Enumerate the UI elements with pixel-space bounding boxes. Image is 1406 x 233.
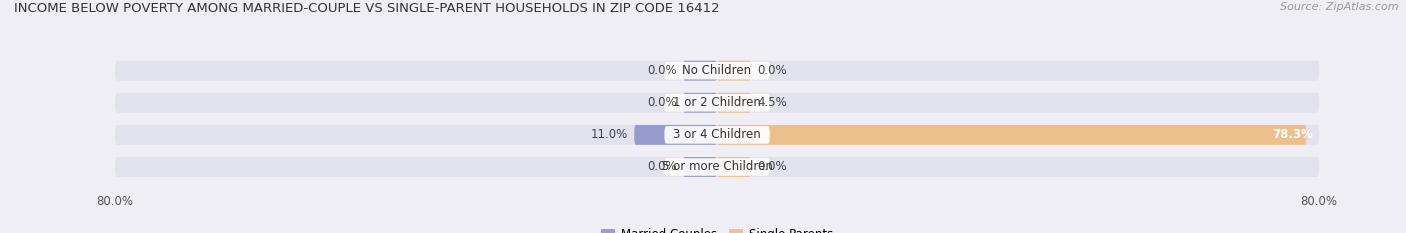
Text: 0.0%: 0.0%	[648, 161, 678, 174]
FancyBboxPatch shape	[115, 157, 1319, 177]
FancyBboxPatch shape	[683, 93, 717, 113]
Text: 1 or 2 Children: 1 or 2 Children	[673, 96, 761, 109]
FancyBboxPatch shape	[665, 126, 769, 144]
Text: 5 or more Children: 5 or more Children	[662, 161, 772, 174]
Text: 78.3%: 78.3%	[1272, 128, 1313, 141]
Text: 0.0%: 0.0%	[756, 64, 786, 77]
Legend: Married Couples, Single Parents: Married Couples, Single Parents	[596, 223, 838, 233]
Text: No Children: No Children	[682, 64, 752, 77]
Text: 4.5%: 4.5%	[756, 96, 787, 109]
FancyBboxPatch shape	[717, 93, 751, 113]
Text: 0.0%: 0.0%	[648, 64, 678, 77]
FancyBboxPatch shape	[115, 61, 1319, 81]
FancyBboxPatch shape	[634, 125, 717, 145]
Text: 0.0%: 0.0%	[756, 161, 786, 174]
FancyBboxPatch shape	[665, 158, 769, 176]
FancyBboxPatch shape	[115, 125, 1319, 145]
FancyBboxPatch shape	[115, 93, 1319, 113]
FancyBboxPatch shape	[717, 125, 1306, 145]
FancyBboxPatch shape	[717, 157, 751, 177]
FancyBboxPatch shape	[665, 94, 769, 112]
Text: Source: ZipAtlas.com: Source: ZipAtlas.com	[1281, 2, 1399, 12]
FancyBboxPatch shape	[717, 61, 751, 81]
Text: 0.0%: 0.0%	[648, 96, 678, 109]
FancyBboxPatch shape	[665, 62, 769, 79]
Text: 3 or 4 Children: 3 or 4 Children	[673, 128, 761, 141]
Text: 11.0%: 11.0%	[591, 128, 628, 141]
FancyBboxPatch shape	[683, 157, 717, 177]
FancyBboxPatch shape	[683, 61, 717, 81]
Text: INCOME BELOW POVERTY AMONG MARRIED-COUPLE VS SINGLE-PARENT HOUSEHOLDS IN ZIP COD: INCOME BELOW POVERTY AMONG MARRIED-COUPL…	[14, 2, 720, 15]
